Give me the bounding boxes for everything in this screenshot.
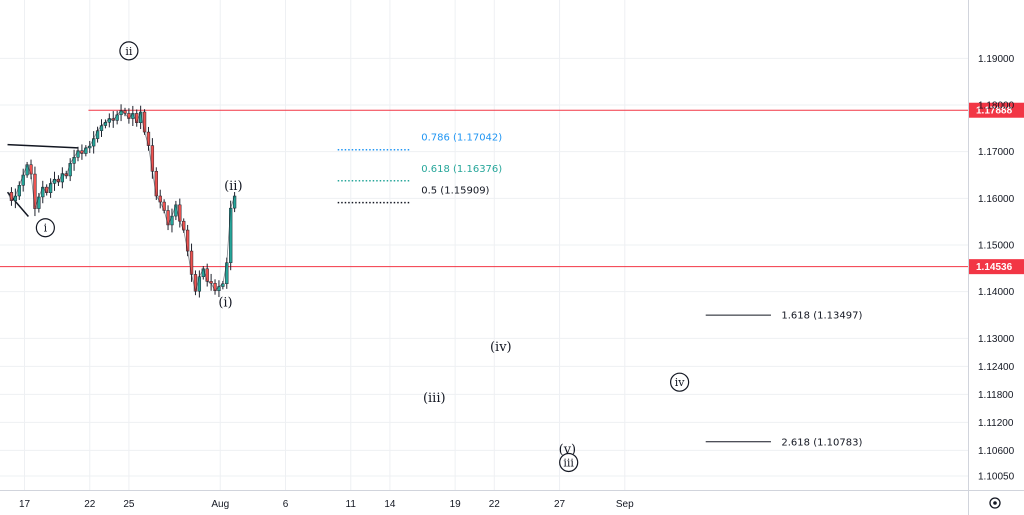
horizontal-lines[interactable]: 1.17888 1.14536 <box>0 102 1024 275</box>
wave-labels: iii(ii)(i)(iv)(iii)iv(v)iii <box>35 41 690 473</box>
projection-label: 2.618 (1.10783) <box>781 437 862 448</box>
price-tick-label: 1.16000 <box>978 194 1015 205</box>
price-badge <box>969 102 1024 118</box>
price-tick-label: 1.19000 <box>978 54 1015 65</box>
time-tick-label: 19 <box>450 499 462 510</box>
fib-level-label: 0.618 (1.16376) <box>421 164 502 175</box>
settings-gear-icon[interactable] <box>989 497 1001 509</box>
time-tick-label: 27 <box>554 499 566 510</box>
wave-label: (iii) <box>423 391 446 406</box>
grid <box>0 0 968 490</box>
wave-label: (i) <box>218 295 232 310</box>
time-tick-label: 22 <box>489 499 501 510</box>
trendline[interactable] <box>7 143 79 149</box>
price-tick-label: 1.11200 <box>978 418 1014 429</box>
settings-gear-icon-ring[interactable] <box>989 497 1001 509</box>
price-tick-label: 1.11800 <box>978 390 1014 401</box>
time-tick-label: 25 <box>123 499 135 510</box>
price-tick-label: 1.13000 <box>978 334 1015 345</box>
price-tick-label: 1.10600 <box>978 446 1015 457</box>
wave-label-circle <box>559 452 579 473</box>
projection-label: 1.618 (1.13497) <box>781 311 862 322</box>
time-tick-label: Aug <box>211 499 229 510</box>
time-tick-label: 22 <box>84 499 96 510</box>
wave-label-circle <box>119 41 139 61</box>
wave-label: iii <box>563 456 574 469</box>
settings-gear-icon-center[interactable] <box>993 501 997 505</box>
price-tick-label: 1.10050 <box>978 472 1015 483</box>
fib-level-label: 0.786 (1.17042) <box>421 133 502 144</box>
time-tick-label: 17 <box>19 499 31 510</box>
price-candles <box>7 104 237 298</box>
price-tick-label: 1.14000 <box>978 287 1015 298</box>
wave-label: (ii) <box>224 179 242 194</box>
time-tick-label: 11 <box>346 499 357 510</box>
price-tick-label: 1.17000 <box>978 147 1015 158</box>
price-line <box>7 110 235 292</box>
price-badge <box>969 259 1024 275</box>
price-axis[interactable]: 1.19000 1.18000 1.17000 1.16000 1.15000 1.140… <box>968 0 1015 515</box>
time-tick-label: 14 <box>384 499 396 510</box>
wave-label: iv <box>675 376 686 389</box>
price-tick-label: 1.15000 <box>978 241 1015 252</box>
fib-level-label: 0.5 (1.15909) <box>421 186 489 197</box>
time-tick-label: Sep <box>616 499 634 510</box>
wave-label: i <box>44 222 48 235</box>
price-tick-label: 1.18000 <box>978 101 1015 112</box>
price-badge-label: 1.17888 <box>976 106 1013 117</box>
wave-label: ii <box>125 45 133 58</box>
time-axis[interactable]: 17 22 25 Aug 6 11 14 19 22 27 Sep <box>0 490 1024 511</box>
time-tick-label: 6 <box>283 499 289 510</box>
wave-label: (iv) <box>490 340 512 355</box>
price-tick-label: 1.12400 <box>978 362 1015 373</box>
wave-label-circle <box>35 218 55 238</box>
wave-label-circle <box>670 372 690 392</box>
fib-levels[interactable]: 0.786 (1.17042) 0.618 (1.16376) 0.5 (1.159… <box>337 133 863 449</box>
price-badge-label: 1.14536 <box>976 262 1013 273</box>
